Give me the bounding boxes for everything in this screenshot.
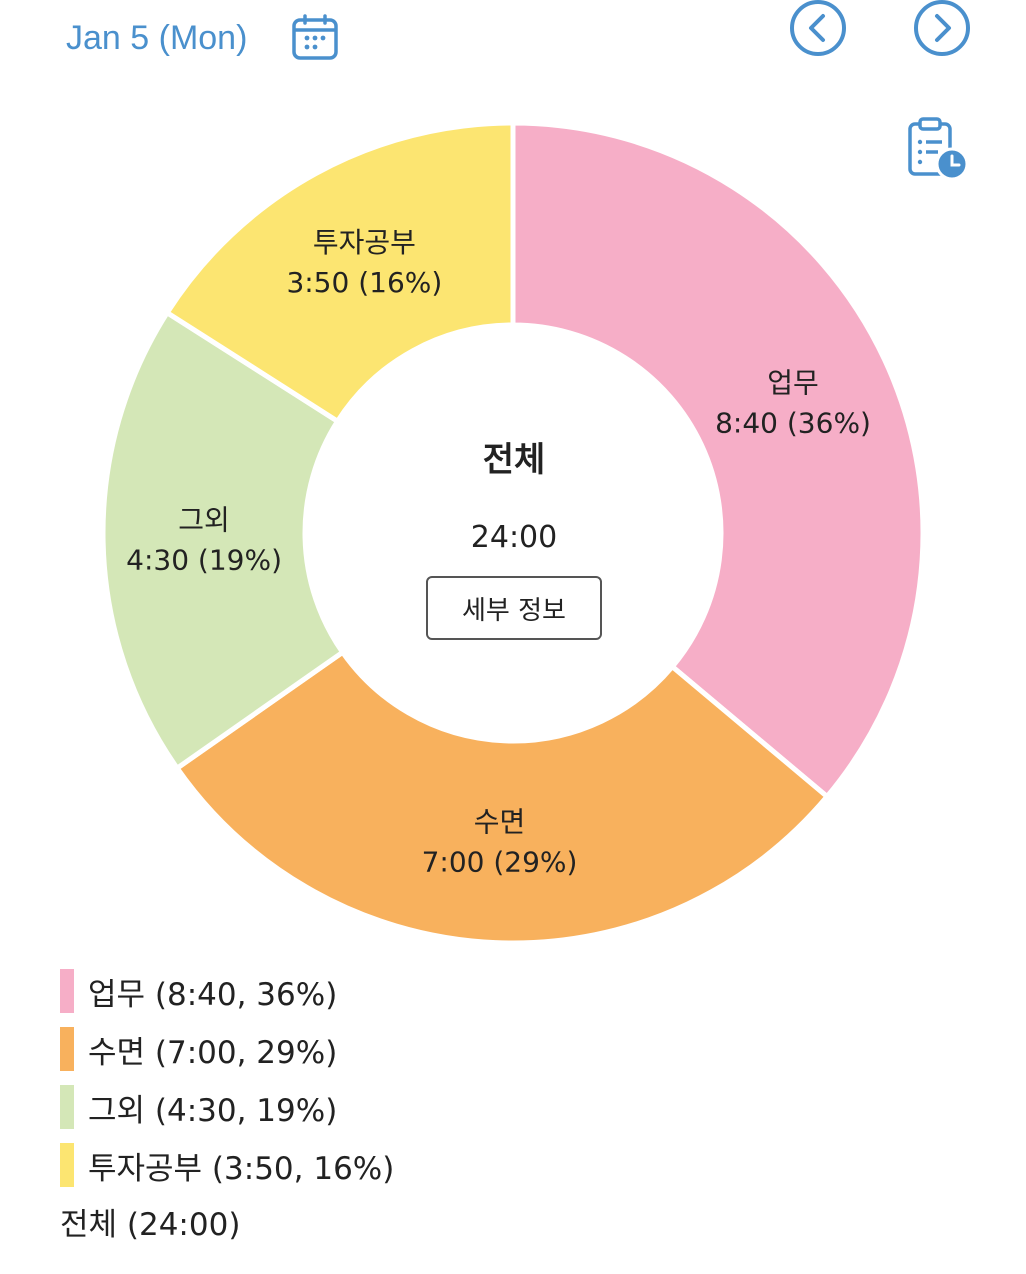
legend-swatch <box>60 1085 74 1129</box>
slice-name-label: 투자공부 <box>313 226 416 259</box>
donut-slice-2[interactable] <box>100 309 347 772</box>
legend-item: 수면 (7:00, 29%) <box>60 1020 394 1078</box>
donut-slice-0[interactable] <box>510 120 926 801</box>
legend-item: 업무 (8:40, 36%) <box>60 962 394 1020</box>
legend-item: 투자공부 (3:50, 16%) <box>60 1136 394 1194</box>
slice-name-label: 수면 <box>474 806 526 839</box>
center-total: 24:00 <box>470 520 558 555</box>
chevron-left-icon[interactable] <box>788 0 848 60</box>
date-label[interactable]: Jan 5 (Mon) <box>66 19 248 57</box>
legend-swatch <box>60 1027 74 1071</box>
slice-value-label: 7:00 (29%) <box>422 846 578 879</box>
legend-swatch <box>60 969 74 1013</box>
detail-info-button[interactable]: 세부 정보 <box>426 576 602 640</box>
slice-name-label: 그외 <box>178 504 230 537</box>
legend-label: 수면 (7:00, 29%) <box>88 1034 338 1071</box>
chart-legend: 업무 (8:40, 36%) 수면 (7:00, 29%) 그외 (4:30, 19… <box>60 962 394 1194</box>
legend-item: 그외 (4:30, 19%) <box>60 1078 394 1136</box>
legend-total: 전체 (24:00) <box>60 1207 241 1243</box>
legend-label: 투자공부 (3:50, 16%) <box>88 1150 395 1187</box>
slice-name-label: 업무 <box>767 366 819 399</box>
report-clock-icon[interactable] <box>904 116 970 182</box>
donut-slice-3[interactable] <box>163 120 516 425</box>
legend-swatch <box>60 1143 74 1187</box>
donut-chart: 업무 8:40 (36%) 수면 7:00 (29%) 그외 4:30 (19%) 투자공부… <box>100 120 926 946</box>
legend-label: 업무 (8:40, 36%) <box>88 976 338 1013</box>
center-title: 전체 <box>482 440 546 480</box>
slice-value-label: 3:50 (16%) <box>286 266 442 299</box>
slice-value-label: 8:40 (36%) <box>715 406 871 439</box>
calendar-icon[interactable] <box>290 14 340 62</box>
chevron-right-icon[interactable] <box>912 0 972 60</box>
donut-slice-1[interactable] <box>173 648 831 946</box>
slice-value-label: 4:30 (19%) <box>126 544 282 577</box>
legend-label: 그외 (4:30, 19%) <box>88 1092 338 1129</box>
